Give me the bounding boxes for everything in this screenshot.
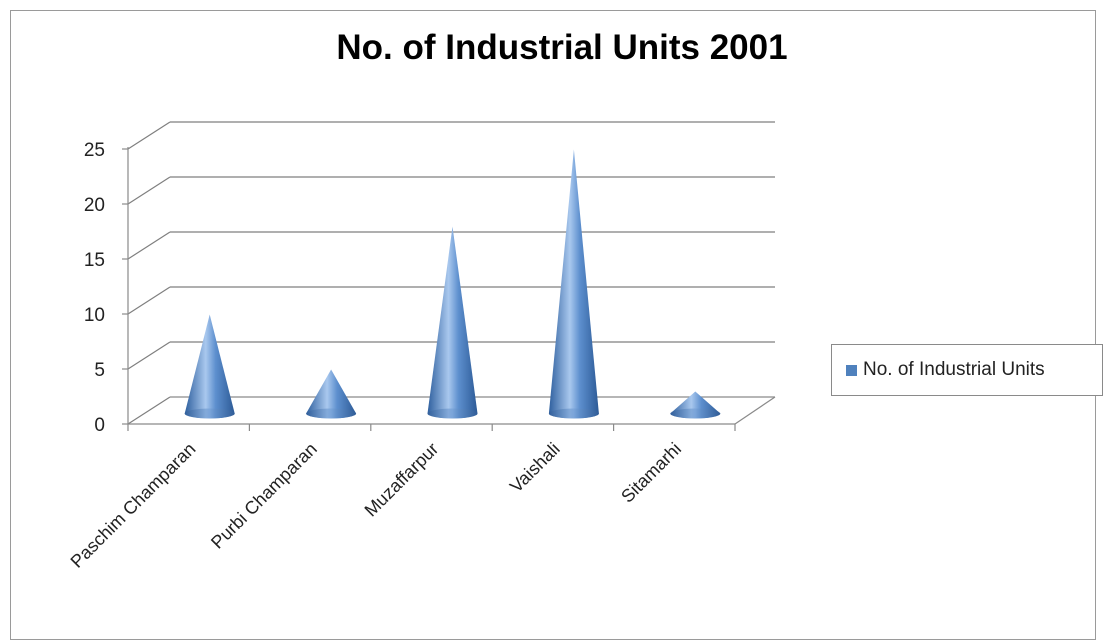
y-tick-label: 25 [84, 140, 105, 161]
cone-base [427, 408, 478, 419]
legend-label: No. of Industrial Units [863, 359, 1045, 380]
x-tick-label: Muzaffarpur [361, 439, 443, 521]
chart-frame [10, 10, 1096, 640]
y-tick-label: 10 [84, 305, 105, 326]
cone [184, 314, 235, 419]
gridline-diagonal [127, 176, 171, 205]
gridline-diagonal [127, 231, 171, 260]
cone-base [306, 408, 357, 419]
cone [427, 226, 478, 419]
cone-base [670, 408, 721, 419]
cone [306, 369, 357, 419]
x-tick-label: Sitamarhi [617, 439, 685, 507]
y-tick-label: 0 [94, 415, 105, 436]
y-tick-label: 5 [94, 360, 105, 381]
cone-body [184, 314, 235, 419]
legend: No. of Industrial Units [831, 344, 1103, 396]
cone [548, 149, 599, 419]
cones [184, 149, 721, 419]
cone-base [184, 408, 235, 419]
y-tick-label: 20 [84, 195, 105, 216]
chart-plot: 0 5 10 15 20 25 Paschim Champaran Purbi Champar… [67, 121, 776, 572]
y-tick-label: 15 [84, 250, 105, 271]
floor-right-edge [734, 396, 776, 425]
x-tick-label: Vaishali [506, 439, 564, 497]
gridlines [127, 121, 776, 425]
x-tick-label: Purbi Champaran [207, 439, 321, 553]
gridline-diagonal [127, 121, 171, 150]
x-tick-label: Paschim Champaran [67, 439, 200, 572]
legend-swatch [846, 364, 857, 376]
gridline-diagonal [127, 286, 171, 315]
cone-body [306, 369, 357, 419]
gridline-diagonal [127, 396, 171, 425]
cone-body [548, 149, 599, 419]
axes [122, 147, 736, 431]
cone-body [427, 226, 478, 419]
chart-title: No. of Industrial Units 2001 [336, 28, 788, 67]
cone [670, 391, 721, 419]
gridline-diagonal [127, 341, 171, 370]
cone-base [548, 408, 599, 419]
